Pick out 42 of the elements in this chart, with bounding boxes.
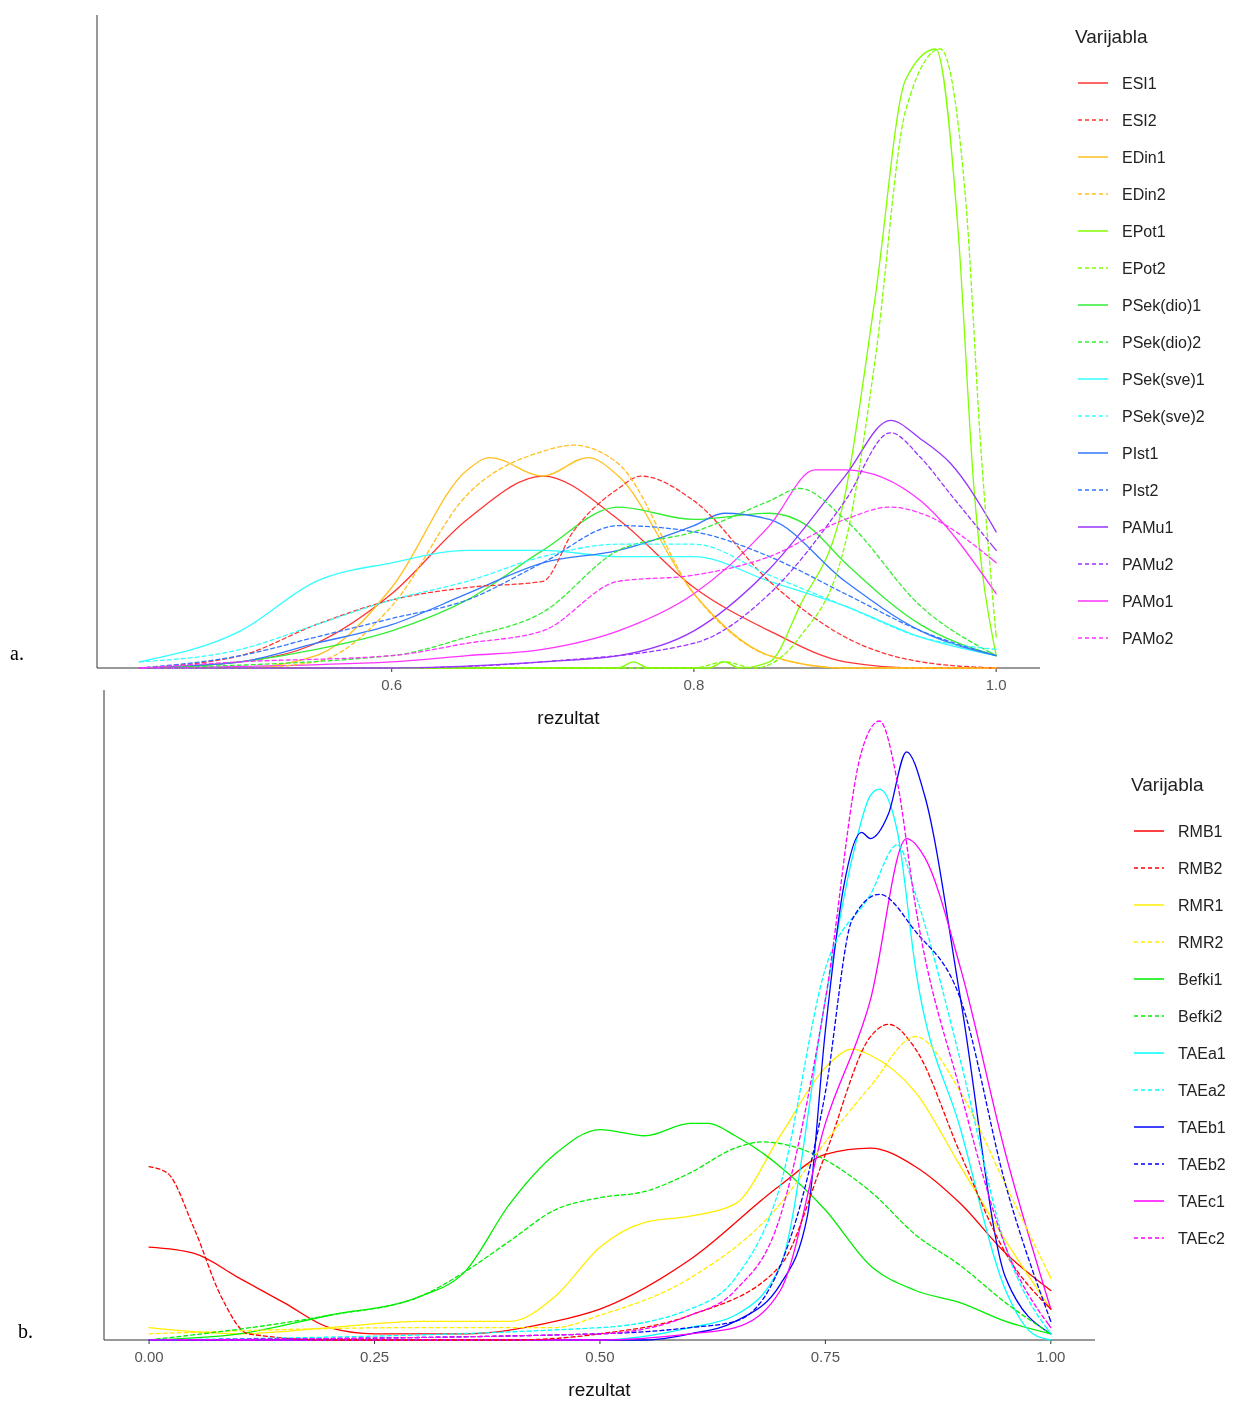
x-tick-label: 0.8 [683,676,705,693]
text: b. [18,1320,33,1342]
x-axis-title: rezultat [537,707,601,728]
legend-label: Befki2 [1178,1008,1223,1025]
x-tick-label: 0.25 [359,1348,390,1365]
legend-label: PAMu2 [1122,556,1174,573]
legend-label: RMR1 [1178,897,1224,914]
legend-label: RMB1 [1178,823,1223,840]
legend-label: ESI1 [1122,75,1157,92]
legend-title: Varijabla [1075,26,1148,47]
legend-label: PAMu1 [1122,519,1174,536]
x-tick-label: 1.0 [985,676,1007,693]
legend-label: TAEb2 [1178,1156,1226,1173]
x-tick-label: 0.00 [134,1348,164,1365]
legend-title: Varijabla [1131,774,1204,795]
legend-label: PSek(dio)1 [1122,297,1202,314]
legend-label: PAMo2 [1122,630,1174,647]
x-tick-label: 0.6 [381,676,403,693]
legend-label: EDin1 [1122,149,1166,166]
legend-label: EPot2 [1122,260,1166,277]
legend-label: RMR2 [1178,934,1224,951]
x-tick-label: 0.50 [585,1348,615,1365]
x-tick-label: 0.75 [810,1348,840,1365]
legend-label: TAEb1 [1178,1119,1226,1136]
legend-label: Befki1 [1178,971,1223,988]
legend-label: EDin2 [1122,186,1166,203]
legend-label: EPot1 [1122,223,1166,240]
x-axis-title: rezultat [568,1379,632,1400]
legend-label: TAEc2 [1178,1230,1225,1247]
legend-label: ESI2 [1122,112,1157,129]
legend-label: PSek(sve)2 [1122,408,1205,425]
legend-label: TAEc1 [1178,1193,1225,1210]
legend-label: TAEa1 [1178,1045,1226,1062]
x-tick-label: 1.00 [1036,1348,1066,1365]
legend-label: RMB2 [1178,860,1223,877]
legend-label: PIst2 [1122,482,1159,499]
legend-label: PAMo1 [1122,593,1174,610]
text: a. [10,642,24,664]
legend-label: TAEa2 [1178,1082,1226,1099]
legend-label: PIst1 [1122,445,1159,462]
legend-label: PSek(sve)1 [1122,371,1205,388]
legend-label: PSek(dio)2 [1122,334,1202,351]
